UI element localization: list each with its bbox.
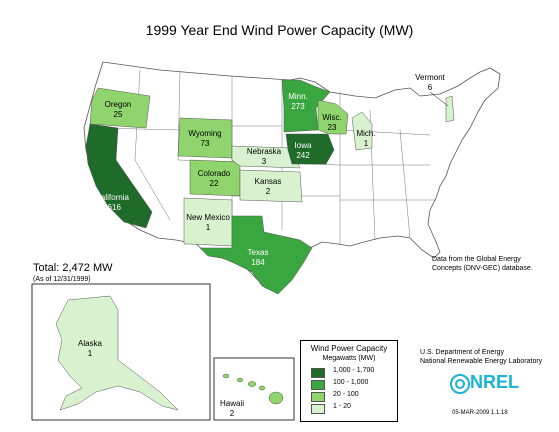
label-wyoming: Wyoming (188, 129, 221, 138)
state-hawaii (222, 373, 284, 405)
state-new-mexico (183, 197, 233, 247)
label-colorado: Colorado (198, 169, 231, 178)
state-texas (199, 215, 313, 295)
state-alaska (55, 295, 179, 411)
nrel-logo-icon (450, 374, 470, 394)
value-alaska: 1 (88, 349, 93, 358)
label-iowa: Iowa (295, 141, 312, 150)
legend-range: 100 - 1,000 (333, 379, 369, 386)
legend-range: 20 - 100 (333, 391, 359, 398)
value-hawaii: 2 (230, 409, 235, 418)
label-nebraska: Nebraska (247, 147, 282, 156)
state-michigan (351, 111, 373, 151)
source-note-line-1: Data from the Global Energy (432, 256, 521, 263)
source-note: Data from the Global Energy Concepts (DN… (432, 255, 542, 273)
source-note-line-2: Concepts (DNV-GEC) database. (432, 265, 533, 272)
state-iowa (285, 133, 335, 165)
value-oregon: 25 (114, 110, 123, 119)
value-iowa: 242 (296, 151, 310, 160)
value-wyoming: 73 (201, 139, 210, 148)
state-oregon (89, 87, 151, 129)
total-value: 2,472 MW (62, 262, 113, 274)
label-california: California (95, 193, 129, 202)
legend-swatch (311, 404, 325, 414)
state-kansas (239, 169, 303, 203)
credit-line-1: U.S. Department of Energy (420, 349, 505, 356)
value-new-mexico: 1 (206, 223, 211, 232)
value-minnesota: 273 (291, 102, 305, 111)
value-vermont: 6 (428, 83, 433, 92)
label-hawaii: Hawaii (220, 399, 244, 408)
state-california (85, 123, 153, 229)
label-texas: Texas (248, 248, 269, 257)
label-oregon: Oregon (105, 100, 132, 109)
value-kansas: 2 (266, 187, 271, 196)
state-vermont (445, 95, 455, 123)
vermont-leader-line (429, 91, 449, 107)
legend-range: 1 - 20 (333, 403, 351, 410)
total-capacity: Total: 2,472 MW (33, 262, 113, 274)
map-title: 1999 Year End Wind Power Capacity (MW) (145, 22, 414, 38)
as-of-date: (As of 12/31/1999) (33, 276, 91, 283)
legend-swatch (311, 380, 325, 390)
total-label: Total: (33, 262, 60, 274)
state-minnesota (281, 79, 331, 133)
legend-title: Wind Power Capacity (310, 344, 388, 353)
legend-swatch (311, 368, 325, 378)
label-new-mexico: New Mexico (186, 213, 230, 222)
value-california: 1616 (103, 203, 121, 212)
label-michigan: Mich. (356, 129, 375, 138)
value-michigan: 1 (364, 139, 369, 148)
legend-subtitle: Megawatts (MW) (322, 355, 376, 362)
label-kansas: Kansas (255, 177, 282, 186)
legend-range: 1,000 - 1,700 (333, 367, 375, 374)
credit: U.S. Department of Energy National Renew… (420, 348, 542, 366)
state-nebraska (231, 145, 301, 169)
label-alaska: Alaska (78, 339, 103, 348)
value-nebraska: 3 (262, 157, 267, 166)
legend: Wind Power Capacity Megawatts (MW) 1,000… (300, 340, 398, 422)
credit-line-2: National Renewable Energy Laboratory (420, 358, 543, 365)
state-wyoming (177, 117, 233, 159)
value-colorado: 22 (210, 179, 219, 188)
value-texas: 184 (251, 258, 265, 267)
nrel-logo-text: NREL (470, 372, 519, 392)
alaska-inset (31, 283, 211, 421)
value-wisconsin: 23 (328, 123, 337, 132)
legend-swatch (311, 392, 325, 402)
state-colorado (189, 159, 241, 197)
label-minnesota: Minn. (288, 92, 308, 101)
hawaii-inset (213, 357, 295, 421)
label-vermont: Vermont (415, 73, 446, 82)
state-wisconsin (317, 99, 349, 135)
label-wisconsin: Wisc. (322, 113, 342, 122)
date-stamp: 05-MAR-2009 1.1.18 (452, 410, 508, 416)
